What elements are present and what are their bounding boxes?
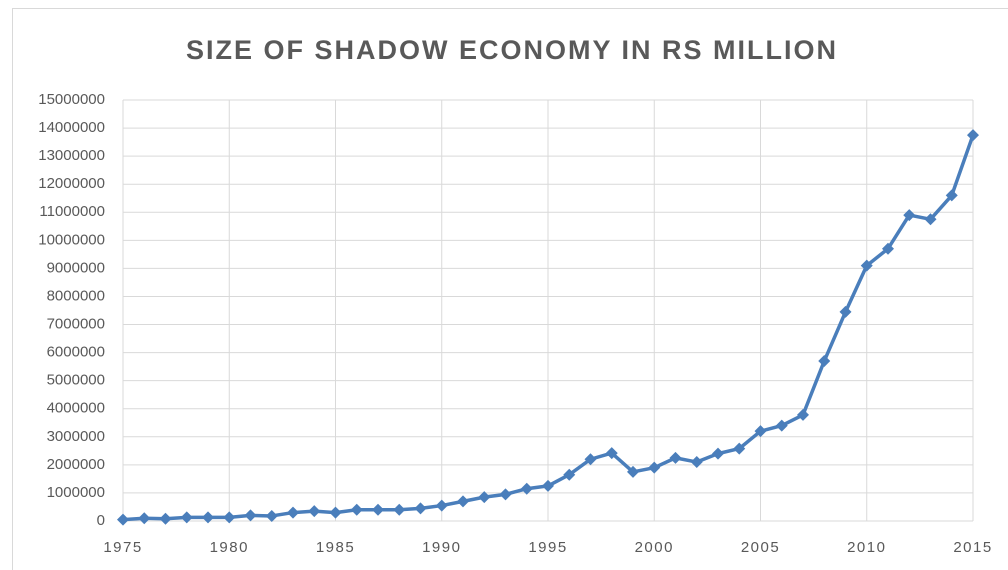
y-tick-label: 15000000 bbox=[38, 91, 105, 108]
x-tick-label: 1980 bbox=[210, 539, 249, 556]
data-point bbox=[265, 509, 278, 522]
data-point bbox=[690, 456, 703, 469]
y-tick-label: 4000000 bbox=[47, 400, 105, 417]
x-tick-label: 1995 bbox=[528, 539, 567, 556]
y-tick-label: 0 bbox=[97, 512, 105, 529]
x-tick-label: 2010 bbox=[847, 539, 886, 556]
data-point bbox=[138, 512, 151, 525]
x-tick-label: 2005 bbox=[741, 539, 780, 556]
y-tick-label: 9000000 bbox=[47, 259, 105, 276]
data-point bbox=[180, 511, 193, 524]
data-point bbox=[627, 465, 639, 478]
data-point bbox=[393, 503, 406, 516]
data-point bbox=[903, 209, 916, 222]
data-point bbox=[308, 505, 321, 518]
data-point bbox=[244, 509, 257, 522]
data-point bbox=[924, 213, 937, 226]
data-point bbox=[860, 259, 873, 272]
x-tick-label: 2015 bbox=[953, 539, 992, 556]
data-point bbox=[945, 189, 958, 202]
data-point bbox=[669, 451, 682, 464]
data-point bbox=[287, 506, 299, 519]
data-point bbox=[839, 305, 852, 318]
data-point bbox=[159, 512, 172, 525]
data-point bbox=[117, 513, 129, 526]
data-point bbox=[202, 511, 214, 524]
data-point bbox=[584, 453, 597, 466]
data-point bbox=[818, 355, 831, 368]
data-point bbox=[797, 408, 809, 421]
data-point bbox=[775, 419, 788, 432]
y-tick-label: 7000000 bbox=[47, 316, 105, 333]
x-tick-label: 2000 bbox=[635, 539, 674, 556]
data-point bbox=[648, 461, 661, 474]
data-point bbox=[605, 447, 618, 460]
data-point bbox=[457, 495, 469, 508]
x-tick-label: 1985 bbox=[316, 539, 355, 556]
chart-title: SIZE OF SHADOW ECONOMY IN RS MILLION bbox=[186, 35, 838, 65]
chart-frame bbox=[12, 8, 1008, 570]
x-tick-label: 1975 bbox=[103, 539, 142, 556]
data-point bbox=[563, 468, 576, 481]
data-point bbox=[414, 502, 427, 515]
y-tick-label: 3000000 bbox=[47, 428, 105, 445]
data-point bbox=[754, 425, 767, 438]
data-point bbox=[372, 503, 384, 516]
x-tick-label: 1990 bbox=[422, 539, 461, 556]
y-tick-label: 11000000 bbox=[39, 203, 105, 220]
data-point bbox=[223, 511, 236, 524]
y-tick-label: 6000000 bbox=[47, 344, 105, 361]
y-tick-label: 14000000 bbox=[38, 119, 105, 136]
y-tick-label: 8000000 bbox=[47, 287, 105, 304]
data-point bbox=[329, 506, 342, 519]
y-tick-label: 5000000 bbox=[47, 372, 105, 389]
y-tick-label: 12000000 bbox=[38, 175, 105, 192]
data-point bbox=[350, 503, 363, 516]
y-tick-label: 1000000 bbox=[47, 484, 105, 501]
data-point bbox=[967, 129, 979, 142]
data-point bbox=[520, 482, 533, 495]
data-point bbox=[435, 499, 448, 512]
data-point bbox=[712, 447, 724, 460]
data-point bbox=[499, 488, 512, 501]
data-point bbox=[733, 442, 746, 455]
y-tick-label: 10000000 bbox=[38, 231, 105, 248]
y-tick-label: 2000000 bbox=[47, 456, 105, 473]
data-point bbox=[478, 491, 491, 504]
y-tick-label: 13000000 bbox=[38, 147, 105, 164]
data-point bbox=[882, 242, 894, 255]
data-point bbox=[542, 479, 554, 492]
